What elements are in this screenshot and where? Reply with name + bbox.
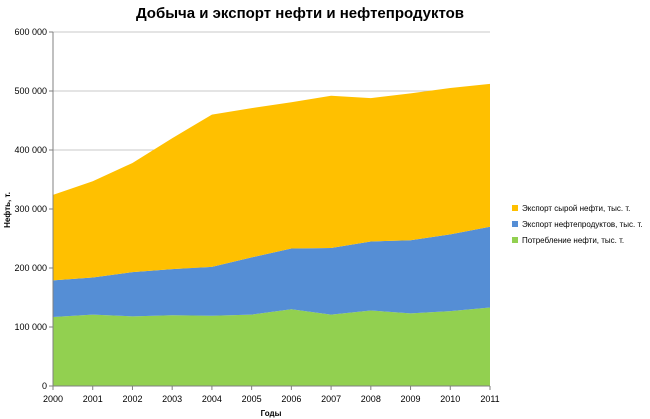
legend-label: Экспорт сырой нефти, тыс. т.: [522, 204, 630, 213]
x-tick-label: 2008: [361, 394, 381, 404]
y-axis-title: Нефть, т.: [3, 192, 12, 228]
area-series-shape: [53, 83, 490, 281]
x-tick-label: 2005: [242, 394, 262, 404]
x-axis-ticks: 2000 2001 2002 2003 2004 2005 2006 2007 2008 2009…: [43, 386, 500, 404]
y-axis-ticks: 0 100 000 200 000 300 000 400 000 500 000 600 …: [14, 27, 53, 391]
legend-label: Потребление нефти, тыс. т.: [522, 236, 624, 245]
x-tick-label: 2003: [162, 394, 182, 404]
x-tick-label: 2001: [83, 394, 103, 404]
legend-label: Экспорт нефтепродуктов, тыс. т.: [522, 220, 642, 229]
area-series-shape: [53, 226, 490, 317]
legend: Экспорт сырой нефти, тыс. т. Экспорт нефт…: [512, 204, 642, 245]
legend-swatch: [512, 205, 518, 211]
legend-swatch: [512, 237, 518, 243]
x-tick-label: 2004: [202, 394, 222, 404]
x-tick-label: 2009: [401, 394, 421, 404]
x-tick-label: 2007: [321, 394, 341, 404]
area-series: [53, 83, 490, 386]
chart-title: Добыча и экспорт нефти и нефтепродуктов: [136, 5, 464, 22]
x-axis-title: Годы: [261, 409, 282, 418]
y-tick-label: 300 000: [14, 204, 47, 214]
x-tick-label: 2002: [122, 394, 142, 404]
x-tick-label: 2011: [480, 394, 499, 404]
area-series-shape: [53, 307, 490, 386]
x-tick-label: 2006: [281, 394, 301, 404]
y-tick-label: 400 000: [14, 145, 47, 155]
y-tick-label: 600 000: [14, 27, 47, 37]
y-tick-label: 500 000: [14, 86, 47, 96]
x-tick-label: 2000: [43, 394, 63, 404]
y-tick-label: 0: [42, 381, 47, 391]
x-tick-label: 2010: [440, 394, 460, 404]
y-tick-label: 200 000: [14, 263, 47, 273]
legend-swatch: [512, 221, 518, 227]
y-tick-label: 100 000: [14, 322, 47, 332]
